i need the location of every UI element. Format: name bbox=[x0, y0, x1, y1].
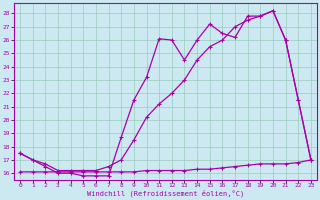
X-axis label: Windchill (Refroidissement éolien,°C): Windchill (Refroidissement éolien,°C) bbox=[87, 190, 244, 197]
